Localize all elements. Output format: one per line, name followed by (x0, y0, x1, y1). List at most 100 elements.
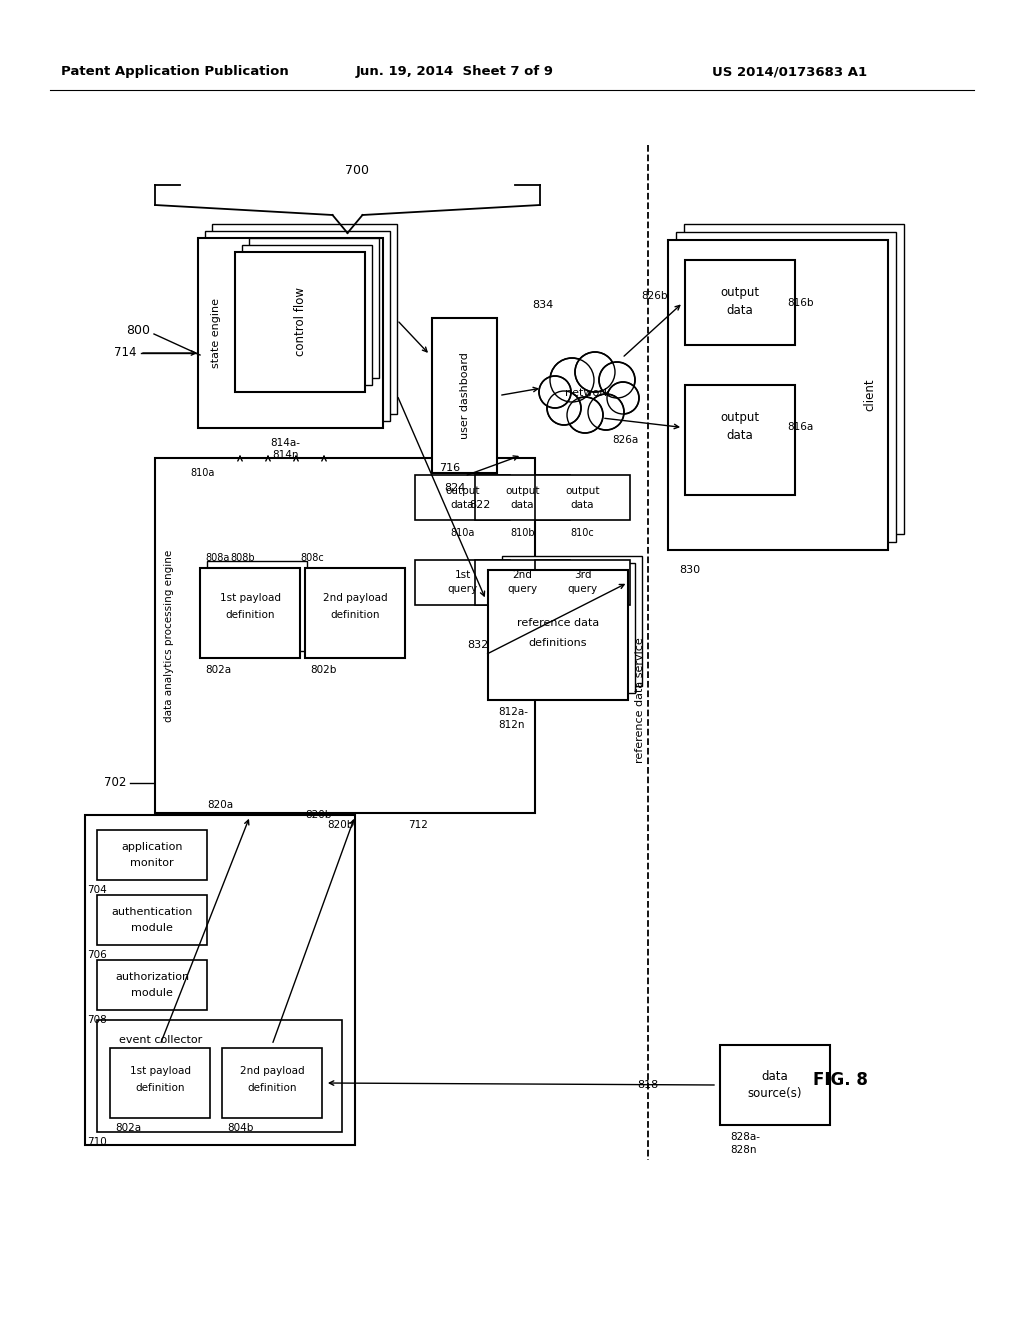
Text: 800: 800 (126, 323, 150, 337)
Text: 820a: 820a (207, 800, 233, 810)
Text: definition: definition (331, 610, 380, 620)
Text: 802a: 802a (115, 1123, 141, 1133)
Text: 2nd payload: 2nd payload (323, 593, 387, 603)
Bar (207, 561, 307, 651)
Text: 808c: 808c (300, 553, 324, 564)
Bar (155, 458, 535, 813)
Text: 704: 704 (87, 884, 106, 895)
Text: 1st: 1st (455, 570, 471, 581)
Text: output: output (565, 486, 600, 495)
Bar (432, 318, 497, 473)
Bar (212, 224, 397, 414)
Bar (495, 564, 635, 693)
Text: control flow: control flow (294, 288, 306, 356)
Bar (249, 238, 379, 378)
Text: 1st payload: 1st payload (129, 1067, 190, 1076)
Bar (668, 240, 888, 550)
Text: 818: 818 (637, 1080, 658, 1090)
Bar (720, 1045, 830, 1125)
Text: data: data (570, 499, 594, 510)
Text: 708: 708 (87, 1015, 106, 1026)
Text: FIG. 8: FIG. 8 (813, 1071, 867, 1089)
Text: 702: 702 (103, 776, 126, 789)
Text: 808a: 808a (205, 553, 229, 564)
Text: reference data service: reference data service (635, 638, 645, 763)
Text: module: module (131, 923, 173, 933)
Text: user dashboard: user dashboard (460, 352, 469, 440)
Bar (97, 895, 207, 945)
Bar (222, 1048, 322, 1118)
Bar (684, 224, 904, 535)
Text: definition: definition (225, 610, 274, 620)
Text: query: query (508, 585, 538, 594)
Text: output: output (721, 286, 760, 300)
Text: 828a-: 828a- (730, 1133, 760, 1142)
Bar (110, 1048, 210, 1118)
Text: 3rd: 3rd (573, 570, 591, 581)
Circle shape (550, 358, 594, 403)
Text: 808b: 808b (230, 553, 255, 564)
Text: data: data (511, 499, 535, 510)
Bar (97, 1020, 342, 1133)
Text: authorization: authorization (115, 972, 189, 982)
Circle shape (575, 352, 615, 392)
Text: query: query (567, 585, 598, 594)
Text: 712: 712 (408, 820, 428, 830)
Text: data: data (451, 499, 474, 510)
Text: Jun. 19, 2014  Sheet 7 of 9: Jun. 19, 2014 Sheet 7 of 9 (356, 66, 554, 78)
Bar (200, 568, 300, 657)
Text: 832: 832 (467, 640, 488, 649)
Bar (502, 556, 642, 686)
Text: 810a: 810a (190, 469, 214, 478)
Circle shape (588, 393, 624, 430)
Text: query: query (447, 585, 477, 594)
Bar (205, 231, 390, 421)
Bar (685, 385, 795, 495)
Bar (305, 568, 406, 657)
Text: 710: 710 (87, 1137, 106, 1147)
Text: definition: definition (247, 1082, 297, 1093)
Text: monitor: monitor (130, 858, 174, 869)
Text: Patent Application Publication: Patent Application Publication (61, 66, 289, 78)
Text: data analytics processing engine: data analytics processing engine (164, 549, 174, 722)
Text: 826b: 826b (642, 290, 669, 301)
Text: definition: definition (135, 1082, 184, 1093)
Text: 816a: 816a (786, 422, 813, 433)
Circle shape (547, 391, 581, 425)
Text: 814n: 814n (272, 450, 299, 459)
Bar (85, 814, 355, 1144)
Circle shape (599, 362, 635, 399)
Bar (234, 252, 365, 392)
Text: 700: 700 (345, 164, 370, 177)
Text: output: output (505, 486, 540, 495)
Text: 830: 830 (680, 565, 700, 576)
Bar (97, 960, 207, 1010)
Text: 802b: 802b (310, 665, 336, 675)
Text: 828n: 828n (730, 1144, 757, 1155)
Text: reference data: reference data (517, 618, 599, 628)
Text: event collector: event collector (119, 1035, 203, 1045)
Text: output: output (445, 486, 480, 495)
Text: state engine: state engine (211, 298, 221, 368)
Bar (535, 560, 630, 605)
Circle shape (607, 381, 639, 414)
Circle shape (567, 397, 603, 433)
Text: 824: 824 (443, 483, 465, 492)
Text: 2nd payload: 2nd payload (240, 1067, 304, 1076)
Bar (535, 475, 630, 520)
Text: 820b: 820b (305, 810, 331, 820)
Text: module: module (131, 987, 173, 998)
Text: application: application (121, 842, 182, 851)
Bar (415, 475, 510, 520)
Text: network: network (565, 388, 610, 399)
Text: source(s): source(s) (748, 1086, 802, 1100)
Text: 804b: 804b (227, 1123, 253, 1133)
Text: client: client (863, 379, 877, 412)
Text: 812a-: 812a- (498, 708, 528, 717)
Text: 816b: 816b (786, 297, 813, 308)
Text: data: data (762, 1071, 788, 1084)
Bar (97, 830, 207, 880)
Text: 2nd: 2nd (513, 570, 532, 581)
Text: data: data (727, 304, 754, 317)
Text: 810a: 810a (451, 528, 475, 539)
